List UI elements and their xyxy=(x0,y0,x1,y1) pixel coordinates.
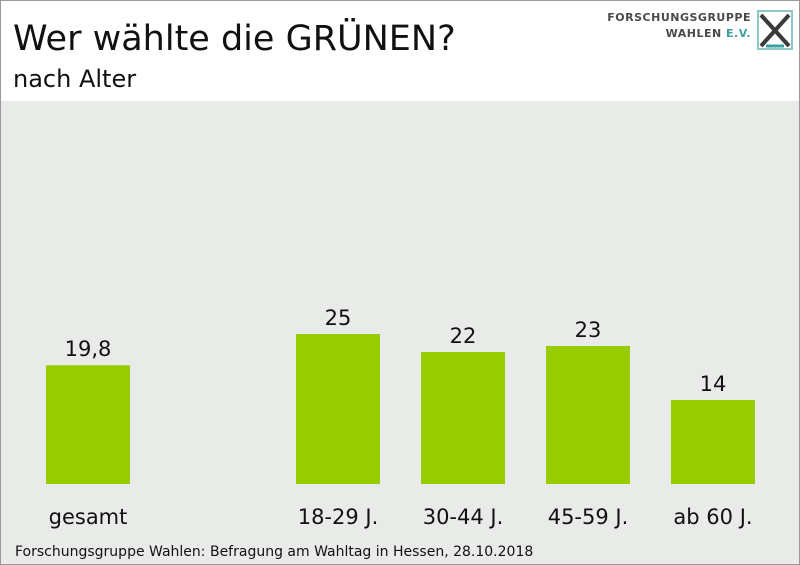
chart-title: Wer wählte die GRÜNEN? xyxy=(13,19,456,59)
value-label-1: 19,8 xyxy=(65,337,112,361)
chart-header: Wer wählte die GRÜNEN? nach Alter FORSCH… xyxy=(1,1,799,101)
ballot-cross-icon xyxy=(757,10,793,50)
category-label-3: 30-44 J. xyxy=(423,505,504,529)
logo-text: FORSCHUNGSGRUPPE WAHLEN E.V. xyxy=(607,10,751,42)
bar-1 xyxy=(46,365,130,484)
category-label-2: 18-29 J. xyxy=(298,505,379,529)
category-label-1: gesamt xyxy=(49,505,128,529)
category-label-4: 45-59 J. xyxy=(548,505,629,529)
category-label-5: ab 60 J. xyxy=(673,505,752,529)
forschungsgruppe-logo: FORSCHUNGSGRUPPE WAHLEN E.V. xyxy=(593,10,793,54)
bar-4 xyxy=(546,346,630,484)
value-label-2: 25 xyxy=(325,306,352,330)
bar-3 xyxy=(421,352,505,484)
value-label-5: 14 xyxy=(700,372,727,396)
value-label-4: 23 xyxy=(575,318,602,342)
logo-line2-main: WAHLEN xyxy=(665,27,722,40)
bar-2 xyxy=(296,334,380,484)
chart-subtitle: nach Alter xyxy=(13,65,137,93)
bar-chart: 19,8 gesamt 25 18-29 J. 22 30-44 J. 23 45-59 J.… xyxy=(46,306,755,529)
logo-line2-accent: E.V. xyxy=(726,27,751,40)
value-label-3: 22 xyxy=(450,324,477,348)
bar-5 xyxy=(671,400,755,484)
source-note: Forschungsgruppe Wahlen: Befragung am Wa… xyxy=(15,544,534,560)
logo-line2: WAHLEN E.V. xyxy=(607,26,751,42)
plot-area: 19,8 gesamt 25 18-29 J. 22 30-44 J. 23 45-59 J.… xyxy=(1,101,799,564)
logo-line1: FORSCHUNGSGRUPPE xyxy=(607,11,751,24)
